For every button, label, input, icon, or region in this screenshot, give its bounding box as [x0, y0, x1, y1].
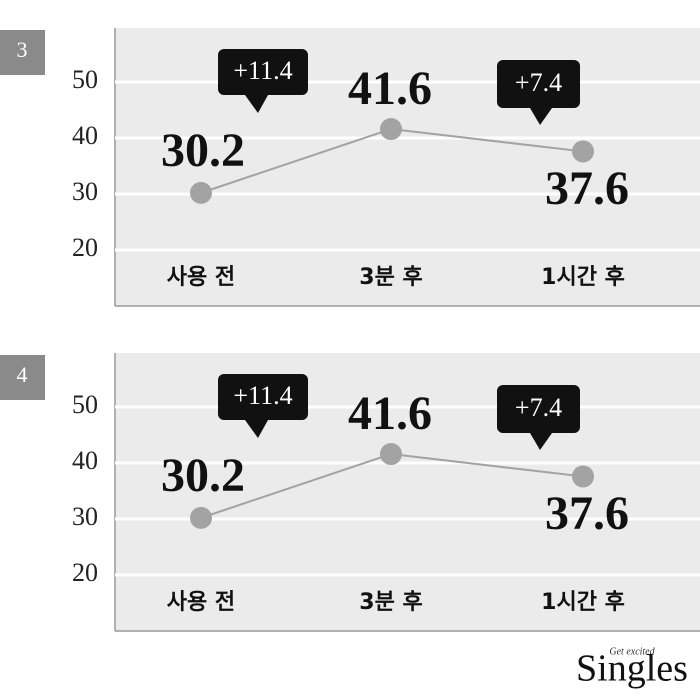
- y-tick-label: 20: [72, 233, 98, 262]
- callout-box: [218, 374, 308, 420]
- callout-box: [218, 49, 308, 95]
- panel-badge: [0, 355, 45, 400]
- panel-number: 4: [17, 362, 28, 387]
- panel-badge: [0, 30, 45, 75]
- value-label: 41.6: [348, 62, 432, 115]
- marker: [572, 465, 594, 488]
- annotation: +7.4: [515, 393, 562, 422]
- marker: [190, 506, 212, 529]
- callout-tail: [530, 108, 552, 125]
- y-tick-label: 50: [72, 65, 98, 94]
- y-tick-label: 30: [72, 177, 98, 206]
- y-tick-label: 40: [72, 121, 98, 150]
- x-tick-label: 사용 전: [167, 265, 235, 290]
- value-label: 37.6: [545, 162, 629, 215]
- x-tick-label: 3분 후: [359, 265, 422, 290]
- annotation: +7.4: [515, 68, 562, 97]
- brand: Singles: [576, 648, 688, 690]
- y-tick-label: 30: [72, 502, 98, 531]
- callout-tail: [530, 433, 552, 450]
- callout-tail: [245, 420, 268, 438]
- y-tick-label: 50: [72, 390, 98, 419]
- value-label: 30.2: [161, 124, 245, 177]
- value-label: 41.6: [348, 387, 432, 440]
- x-tick-label: 1시간 후: [541, 590, 625, 615]
- y-tick-label: 40: [72, 446, 98, 475]
- x-tick-label: 사용 전: [167, 590, 235, 615]
- x-tick-label: 1시간 후: [541, 265, 625, 290]
- y-tick-label: 20: [72, 558, 98, 587]
- plot-area: [115, 28, 700, 306]
- marker: [380, 118, 402, 141]
- tagline: Get excited: [609, 646, 655, 657]
- annotation: +11.4: [233, 56, 292, 85]
- marker: [380, 443, 402, 466]
- x-tick-label: 3분 후: [359, 590, 422, 615]
- value-label: 37.6: [545, 487, 629, 540]
- callout-tail: [245, 95, 268, 113]
- annotation: +11.4: [233, 381, 292, 410]
- marker: [190, 181, 212, 204]
- value-label: 30.2: [161, 449, 245, 502]
- marker: [572, 140, 594, 163]
- callout-box: [497, 385, 580, 433]
- plot-area: [115, 353, 700, 631]
- panel-number: 3: [17, 37, 28, 62]
- callout-box: [497, 60, 580, 108]
